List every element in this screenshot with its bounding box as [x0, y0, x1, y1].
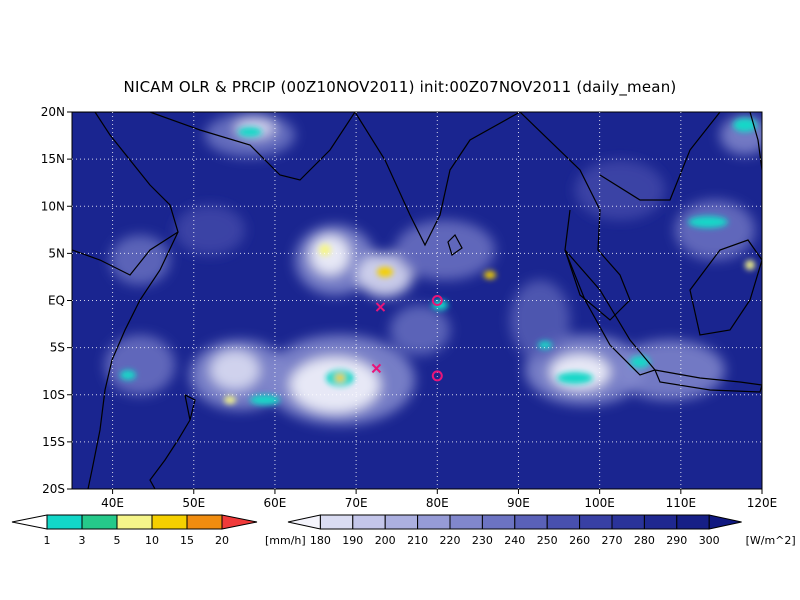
y-axis: 20N 15N 10N 5N EQ 5S 10S 15S 20S	[41, 105, 72, 496]
precipitation-spots	[120, 118, 757, 405]
olr-colorbar-label: 190	[342, 534, 363, 547]
olr-colorbar-label: 260	[569, 534, 590, 547]
coastline-sri-lanka	[447, 234, 463, 256]
coastlines	[72, 112, 762, 489]
y-tick-label: 20N	[41, 105, 65, 119]
x-axis: 40E 50E 60E 70E 80E 90E 100E 110E 120E	[101, 489, 777, 510]
olr-colorbar-label: 240	[504, 534, 525, 547]
precip-colorbar-low-arrow	[11, 514, 48, 530]
precip-colorbar-swatch	[116, 514, 153, 530]
precip-colorbar-label: 10	[145, 534, 159, 547]
y-tick-label: 10N	[41, 199, 65, 213]
coastline-borneo	[689, 239, 762, 336]
precip-colorbar-swatch	[46, 514, 83, 530]
precip-colorbar-swatch	[81, 514, 118, 530]
olr-colorbar-label: 250	[537, 534, 558, 547]
olr-colorbar-label: 280	[634, 534, 655, 547]
coastline-sumatra	[564, 249, 657, 376]
storm-marker-x	[371, 363, 382, 374]
olr-colorbar-swatch	[546, 514, 581, 530]
x-tick-label: 50E	[182, 496, 205, 510]
olr-colorbar-swatch	[417, 514, 451, 530]
y-tick-label: 5S	[50, 341, 65, 355]
olr-colorbar-label: 230	[472, 534, 493, 547]
olr-colorbar-unit: [W/m^2]	[746, 534, 796, 547]
precip-colorbar-label: 15	[180, 534, 194, 547]
olr-colorbar-label: 270	[602, 534, 623, 547]
y-tick-label: 10S	[42, 388, 65, 402]
coastline-arabia	[72, 112, 356, 181]
olr-colorbar-label: 200	[375, 534, 396, 547]
olr-colorbar-swatch	[319, 514, 354, 530]
x-tick-label: 70E	[345, 496, 368, 510]
coastline-java	[654, 369, 762, 393]
y-tick-label: 15S	[42, 435, 65, 449]
olr-colorbar-label: 220	[440, 534, 461, 547]
x-tick-label: 120E	[747, 496, 778, 510]
y-tick-label: 20S	[42, 482, 65, 496]
olr-colorbar-label: 290	[666, 534, 687, 547]
x-tick-label: 80E	[426, 496, 449, 510]
precip-colorbar-label: 1	[44, 534, 51, 547]
olr-colorbar-label: 180	[310, 534, 331, 547]
x-tick-label: 60E	[264, 496, 287, 510]
coastline-africa	[72, 112, 179, 276]
olr-colorbar-label: 300	[699, 534, 720, 547]
olr-colorbar-low-arrow	[287, 514, 321, 530]
x-tick-label: 40E	[101, 496, 124, 510]
olr-colorbar-swatch	[579, 514, 613, 530]
x-tick-label: 110E	[666, 496, 697, 510]
x-tick-label: 100E	[584, 496, 615, 510]
y-tick-label: 5N	[48, 246, 65, 260]
olr-colorbar-swatch	[449, 514, 483, 530]
coastline-india	[354, 112, 521, 247]
olr-colorbar-swatch	[676, 514, 710, 530]
olr-colorbar-swatch	[611, 514, 645, 530]
precip-colorbar-unit: [mm/h]	[265, 534, 306, 547]
coastline-southeast-asia	[519, 112, 721, 321]
precip-colorbar-swatch	[151, 514, 188, 530]
precip-colorbar-label: 5	[114, 534, 121, 547]
y-tick-label: 15N	[41, 152, 65, 166]
olr-colorbar-label: 210	[407, 534, 428, 547]
precip-colorbar-high-arrow	[221, 514, 258, 530]
chart-title: NICAM OLR & PRCIP (00Z10NOV2011) init:00…	[123, 78, 677, 96]
precip-colorbar-swatch	[186, 514, 223, 530]
storm-markers	[371, 295, 443, 382]
coastline-east-africa	[87, 231, 179, 489]
precip-colorbar-label: 20	[215, 534, 229, 547]
olr-colorbar-swatch	[481, 514, 516, 530]
storm-marker-circle	[431, 370, 443, 382]
storm-marker-x	[375, 302, 386, 312]
olr-colorbar-swatch	[384, 514, 419, 530]
olr-colorbar-swatch	[352, 514, 386, 530]
olr-colorbar: 180 190 200 210 220 230 240 250 260 270 280 290 300 […	[287, 514, 796, 547]
storm-marker-circle	[431, 295, 443, 306]
coastline-philippines	[749, 112, 762, 171]
olr-colorbar-swatch	[643, 514, 678, 530]
precip-colorbar-label: 3	[79, 534, 86, 547]
precip-colorbar: 1 3 5 10 15 20 [mm/h]	[11, 514, 306, 547]
x-tick-label: 90E	[507, 496, 530, 510]
olr-colorbar-high-arrow	[708, 514, 742, 530]
y-tick-label: EQ	[48, 294, 65, 308]
coastline-madagascar	[149, 393, 196, 489]
olr-colorbar-swatch	[514, 514, 548, 530]
grid-lines	[72, 112, 762, 489]
